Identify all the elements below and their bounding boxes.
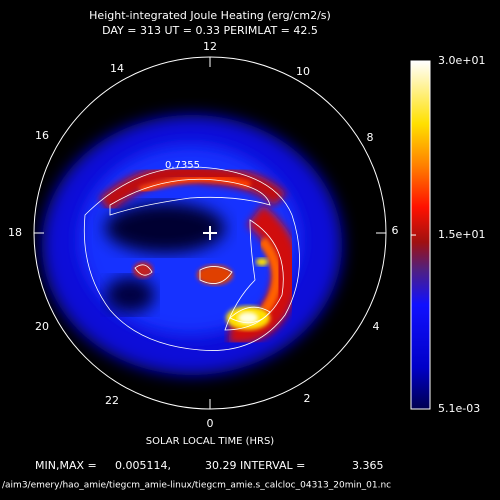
footer-minmax-label: MIN,MAX = [35, 459, 97, 472]
subtitle: DAY = 313 UT = 0.33 PERIMLAT = 42.5 [102, 24, 318, 37]
hour-label: 16 [35, 129, 49, 142]
hour-label: 2 [304, 392, 311, 405]
hour-label: 22 [105, 394, 119, 407]
contour-label: 0.7355 [165, 160, 200, 171]
title: Height-integrated Joule Heating (erg/cm2… [89, 9, 331, 22]
heating-field [42, 115, 342, 375]
footer-interval: 3.365 [352, 459, 384, 472]
hour-label: 14 [110, 62, 124, 75]
footer-max: 30.29 INTERVAL = [205, 459, 305, 472]
hour-label: 4 [373, 320, 380, 333]
hour-label: 12 [203, 40, 217, 53]
hour-label: 8 [367, 131, 374, 144]
colorbar-tick-label: 1.5e+01 [438, 228, 485, 241]
axis-label: SOLAR LOCAL TIME (HRS) [146, 436, 275, 447]
colorbar-tick-label: 5.1e-03 [438, 402, 480, 415]
hour-label: 20 [35, 320, 49, 333]
footer-min: 0.005114, [115, 459, 171, 472]
hour-label: 6 [392, 224, 399, 237]
colorbar-ticks: 5.1e-03 1.5e+01 3.0e+01 [411, 54, 485, 415]
pole-marker [203, 226, 217, 240]
file-path: /aim3/emery/hao_amie/tiegcm_amie-linux/t… [2, 481, 391, 491]
hour-ticks [34, 57, 386, 409]
hour-label: 0 [207, 417, 214, 430]
colorbar-tick-label: 3.0e+01 [438, 54, 485, 67]
hour-label: 10 [296, 65, 310, 78]
hour-label: 18 [8, 226, 22, 239]
